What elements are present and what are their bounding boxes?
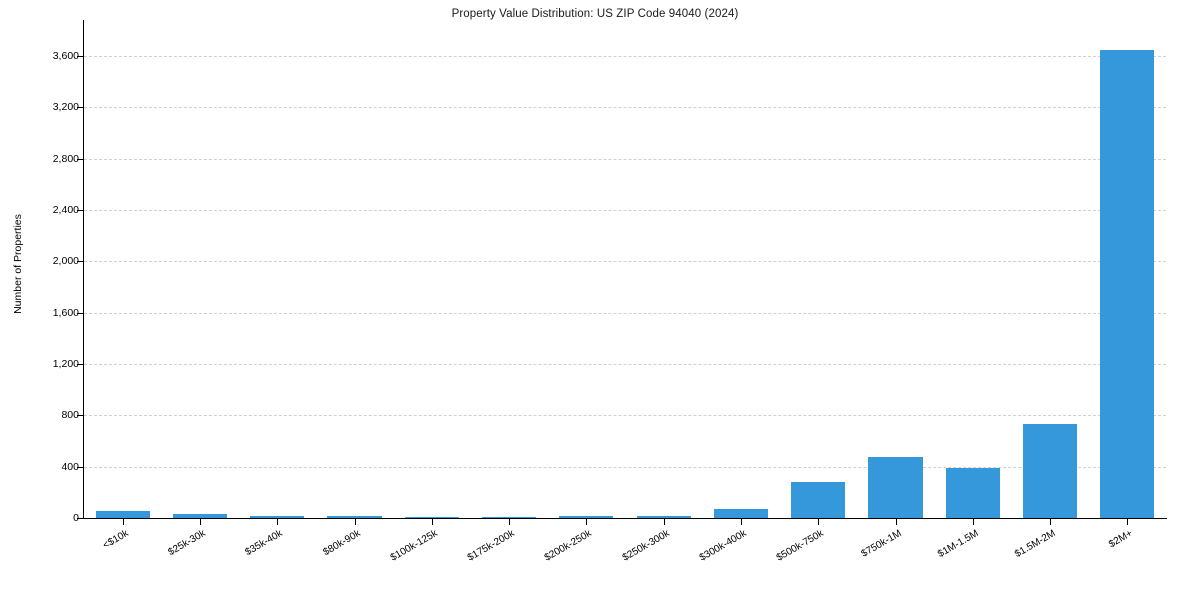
x-tick-mark [354, 519, 356, 525]
y-tick-mark [77, 56, 84, 57]
y-axis-label: Number of Properties [12, 214, 24, 314]
bar-series [84, 20, 1166, 518]
x-tick-label: $25k-30k [166, 528, 208, 559]
x-tick-label: $175k-200k [465, 528, 517, 564]
x-tick-mark [431, 519, 433, 525]
x-tick-label: $250k-300k [620, 528, 672, 564]
bar[interactable] [327, 516, 382, 518]
y-tick-mark [77, 261, 84, 263]
x-tick-label: $1.5M-2M [1013, 528, 1058, 561]
y-tick-label: 800 [61, 409, 79, 422]
x-tick-label: $1M-1.5M [935, 528, 981, 561]
x-tick-mark [122, 519, 124, 525]
y-tick-mark [77, 107, 84, 109]
x-tick-label: <$10k [100, 528, 131, 552]
x-tick-mark [277, 519, 279, 525]
gridline [84, 261, 1166, 263]
y-tick-label: 2,400 [52, 204, 79, 216]
gridline [84, 107, 1166, 109]
x-tick-mark [972, 519, 974, 525]
bar[interactable] [95, 511, 150, 518]
x-tick-label: $750k-1M [858, 528, 903, 560]
y-tick-label: 3,600 [52, 50, 79, 62]
bar[interactable] [636, 515, 691, 518]
x-tick-label: $500k-750k [774, 528, 826, 564]
y-tick-mark [77, 466, 84, 468]
x-tick-mark [1050, 519, 1052, 525]
y-tick-label: 400 [61, 460, 79, 473]
bar[interactable] [172, 514, 227, 518]
x-tick-label: $200k-250k [543, 528, 594, 564]
x-tick-mark [740, 519, 742, 525]
y-tick-mark [77, 158, 84, 160]
y-tick-label: 2,000 [52, 255, 79, 268]
gridline [84, 210, 1166, 212]
y-axis-line [83, 20, 84, 519]
bar[interactable] [559, 515, 614, 518]
x-tick-label: $80k-90k [320, 528, 362, 559]
x-tick-label: $2M+ [1107, 528, 1135, 551]
x-tick-mark [199, 519, 201, 525]
y-tick-mark [77, 518, 84, 519]
y-tick-mark [77, 210, 84, 211]
x-axis-line [83, 518, 1167, 520]
chart-title: Property Value Distribution: US ZIP Code… [451, 8, 739, 20]
x-tick-mark [663, 519, 665, 525]
bar[interactable] [1100, 49, 1155, 518]
y-tick-label: 1,200 [52, 358, 79, 370]
y-tick-label: 2,800 [52, 152, 79, 165]
bar[interactable] [482, 516, 537, 518]
x-tick-label: $100k-125k [388, 528, 440, 564]
gridline [84, 56, 1166, 58]
bar[interactable] [713, 508, 768, 518]
y-tick-mark [77, 364, 84, 365]
gridline [84, 466, 1166, 469]
x-tick-mark [1127, 519, 1129, 525]
x-tick-label: $35k-40k [243, 528, 285, 559]
x-tick-mark [509, 519, 511, 525]
y-tick-label: 3,200 [52, 101, 79, 114]
y-tick-label: 1,600 [52, 306, 79, 319]
gridline [84, 364, 1166, 366]
y-tick-mark [77, 415, 84, 417]
gridline [84, 158, 1166, 161]
x-tick-label: $300k-400k [697, 528, 749, 564]
x-tick-mark [586, 519, 588, 525]
x-tick-mark [818, 519, 820, 525]
gridline [84, 415, 1166, 417]
bar[interactable] [945, 467, 1000, 518]
bar[interactable] [1023, 424, 1078, 518]
gridline [84, 312, 1166, 315]
y-tick-mark [77, 312, 84, 314]
bar[interactable] [791, 482, 846, 518]
bar[interactable] [868, 456, 923, 518]
bar[interactable] [250, 516, 305, 518]
x-tick-mark [895, 519, 897, 525]
y-tick-label: 0 [73, 512, 79, 524]
bar[interactable] [404, 516, 459, 518]
